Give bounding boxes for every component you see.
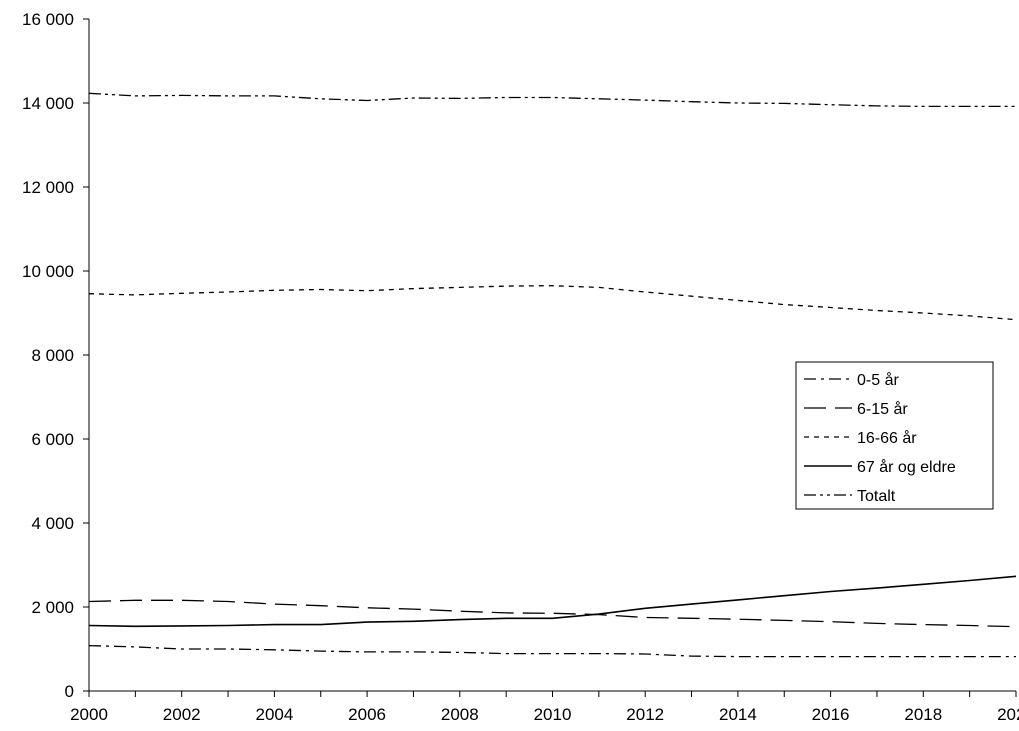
series-line-Totalt — [88, 92, 1016, 108]
x-tick-label: 2018 — [904, 705, 942, 724]
x-tick-label: 2016 — [812, 705, 850, 724]
x-tick-label: 2020 — [997, 705, 1019, 724]
x-tick-label: 2010 — [534, 705, 572, 724]
series-line-67-år-og-eldre — [88, 575, 1017, 628]
x-tick-label: 2006 — [348, 705, 386, 724]
legend: 0-5 år 6-15 år 16-66 år 67 år og eldre Total… — [795, 361, 994, 510]
legend-label: Totalt — [857, 488, 896, 505]
y-tick-label: 16 000 — [22, 10, 74, 29]
legend-box — [795, 361, 994, 510]
y-tick-label: 0 — [65, 682, 74, 701]
legend-label: 6-15 år — [857, 400, 908, 418]
y-tick-label: 10 000 — [22, 262, 74, 281]
x-axis: 2000 2002 2004 2006 2008 2010 2012 2014 2016 2018… — [70, 690, 1019, 724]
x-tick-label: 2014 — [719, 705, 757, 724]
x-tick-label: 2004 — [255, 705, 293, 724]
y-axis: 0 2 000 4 000 6 000 8 000 10 000 12 000 14 000 1… — [22, 10, 90, 701]
series-line-6-15-år — [88, 599, 1017, 628]
y-tick-label: 2 000 — [31, 598, 74, 617]
y-tick-label: 6 000 — [31, 430, 74, 449]
x-tick-label: 2008 — [441, 705, 479, 724]
series-line-0-5-år — [88, 644, 1016, 658]
legend-label: 16-66 år — [857, 429, 917, 447]
y-tick-label: 4 000 — [31, 514, 74, 533]
series-lines — [88, 92, 1017, 658]
y-tick-label: 8 000 — [31, 346, 74, 365]
y-tick-label: 14 000 — [22, 94, 74, 113]
x-tick-label: 2012 — [626, 705, 664, 724]
legend-label: 0-5 år — [857, 371, 899, 389]
x-tick-label: 2000 — [70, 705, 108, 724]
legend-label: 67 år og eldre — [857, 458, 956, 476]
y-tick-label: 12 000 — [22, 178, 74, 197]
series-line-16-66-år — [88, 285, 1017, 321]
x-tick-label: 2002 — [163, 705, 201, 724]
